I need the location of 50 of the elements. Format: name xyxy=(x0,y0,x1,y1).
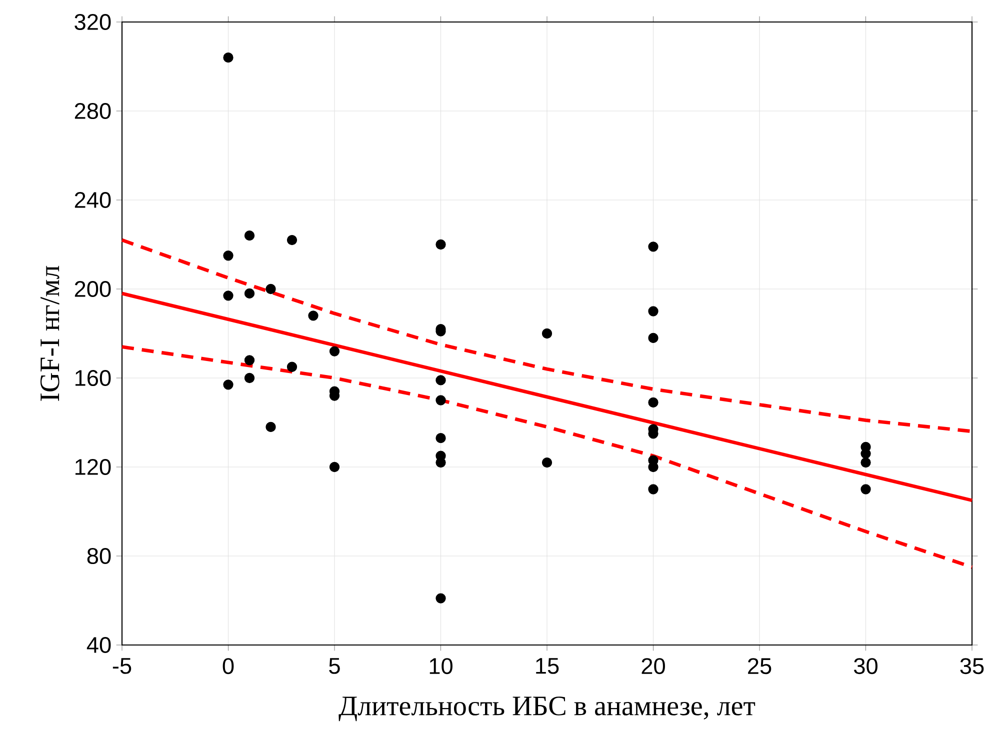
x-tick-label: 30 xyxy=(854,658,878,674)
point xyxy=(860,457,871,468)
y-tick-label: 40 xyxy=(86,636,111,654)
point xyxy=(436,375,446,386)
point xyxy=(244,288,255,299)
point xyxy=(436,593,446,604)
x-tick-label: 0 xyxy=(222,658,234,674)
point xyxy=(860,484,871,494)
point xyxy=(860,448,871,459)
point xyxy=(329,462,340,472)
point xyxy=(266,284,276,294)
y-tick-label: 120 xyxy=(76,458,111,476)
y-tick-label: 160 xyxy=(76,370,111,386)
point xyxy=(436,395,446,406)
x-tick-label: 25 xyxy=(748,658,772,674)
point xyxy=(223,290,234,301)
point xyxy=(436,433,446,444)
x-tick-label: 15 xyxy=(536,658,559,674)
y-axis-title: IGF-I нг/мл xyxy=(40,266,60,401)
point xyxy=(542,457,552,468)
x-tick-label: 10 xyxy=(430,658,452,674)
point xyxy=(223,250,234,261)
point xyxy=(648,306,658,316)
point xyxy=(286,234,298,246)
x-tick-label: 20 xyxy=(642,658,665,674)
point xyxy=(648,484,658,494)
point xyxy=(648,397,658,408)
x-tick-label: -5 xyxy=(112,658,132,674)
point xyxy=(223,52,234,63)
point xyxy=(286,362,298,372)
point xyxy=(223,380,234,390)
point xyxy=(436,239,446,250)
x-tick-label: 5 xyxy=(329,658,340,674)
y-tick-label: 200 xyxy=(74,280,111,298)
y-tick-label: 80 xyxy=(87,548,111,564)
x-axis-title: Длительность ИБС в анамнезе, лет xyxy=(338,696,756,722)
point xyxy=(244,355,255,366)
point xyxy=(266,422,276,432)
point xyxy=(244,372,255,384)
y-tick-label: 240 xyxy=(74,192,111,208)
point xyxy=(648,332,658,344)
y-tick-label: 320 xyxy=(74,14,111,30)
x-tick-label: 35 xyxy=(960,658,984,674)
y-tick-label: 280 xyxy=(74,102,111,120)
point xyxy=(648,242,658,252)
point xyxy=(542,328,552,339)
line-series xyxy=(120,345,974,569)
point xyxy=(244,230,255,241)
point xyxy=(308,310,318,321)
point xyxy=(329,346,340,356)
